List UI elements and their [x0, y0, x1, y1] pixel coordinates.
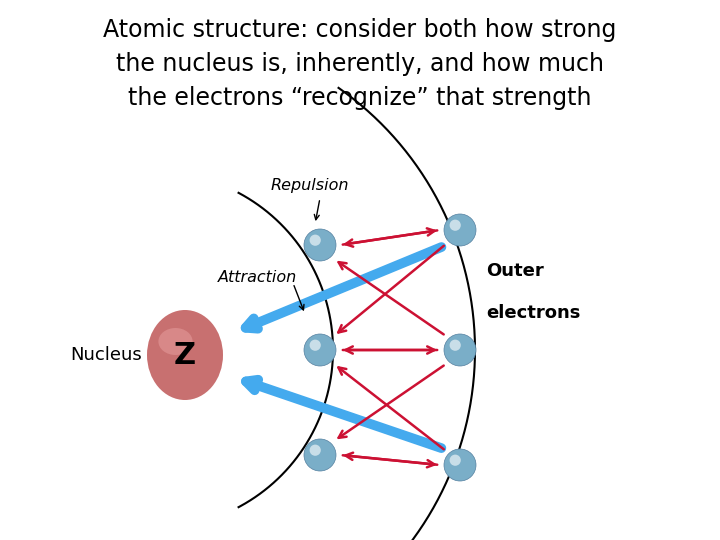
Circle shape: [449, 340, 461, 351]
Text: the electrons “recognize” that strength: the electrons “recognize” that strength: [128, 86, 592, 110]
Circle shape: [310, 340, 321, 351]
Circle shape: [449, 455, 461, 466]
Circle shape: [304, 229, 336, 261]
Text: Attraction: Attraction: [218, 271, 297, 286]
Text: Nucleus: Nucleus: [71, 346, 142, 364]
Circle shape: [444, 214, 476, 246]
Circle shape: [449, 220, 461, 231]
Text: Outer: Outer: [486, 262, 544, 280]
Text: Atomic structure: consider both how strong: Atomic structure: consider both how stro…: [103, 18, 617, 42]
Text: Repulsion: Repulsion: [271, 178, 349, 193]
Circle shape: [310, 444, 321, 456]
Circle shape: [310, 234, 321, 246]
Circle shape: [304, 439, 336, 471]
Ellipse shape: [147, 310, 223, 400]
Circle shape: [444, 334, 476, 366]
Text: Z: Z: [174, 341, 196, 369]
Ellipse shape: [158, 328, 193, 355]
Circle shape: [444, 449, 476, 481]
Text: electrons: electrons: [486, 304, 580, 322]
Text: the nucleus is, inherently, and how much: the nucleus is, inherently, and how much: [116, 52, 604, 76]
Circle shape: [304, 334, 336, 366]
